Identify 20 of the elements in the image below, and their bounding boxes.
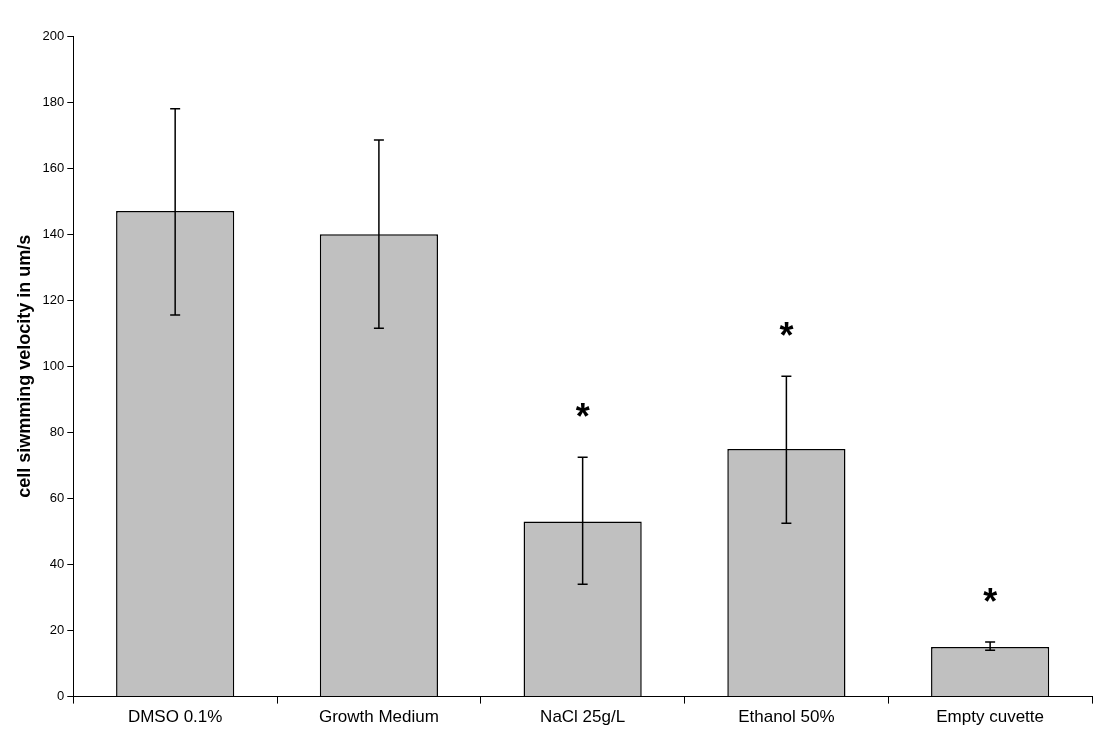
annotation: * — [779, 315, 794, 357]
y-tick-label: 100 — [42, 357, 65, 373]
annotation: * — [575, 396, 590, 438]
y-tick-label: 180 — [42, 93, 65, 109]
x-tick-label: NaCl 25g/L — [540, 707, 626, 727]
x-tick-label: Ethanol 50% — [738, 707, 835, 727]
y-tick-label: 160 — [42, 159, 65, 175]
y-tick-label: 200 — [42, 27, 65, 43]
y-tick-label: 60 — [49, 490, 65, 505]
y-tick-label: 140 — [42, 225, 65, 241]
x-tick-label: Empty cuvette — [936, 707, 1044, 727]
x-tick-label: DMSO 0.1% — [127, 707, 223, 727]
x-tick-label: Growth Medium — [318, 707, 439, 727]
y-tick-label: 120 — [42, 291, 65, 307]
annotation: * — [983, 581, 998, 623]
y-axis-title: cell siwmming velocity in um/s — [13, 234, 34, 498]
y-tick-label: 80 — [49, 423, 65, 439]
y-tick-label: 20 — [49, 622, 65, 638]
y-tick-label: 0 — [57, 688, 65, 704]
y-tick-label: 40 — [49, 556, 65, 572]
